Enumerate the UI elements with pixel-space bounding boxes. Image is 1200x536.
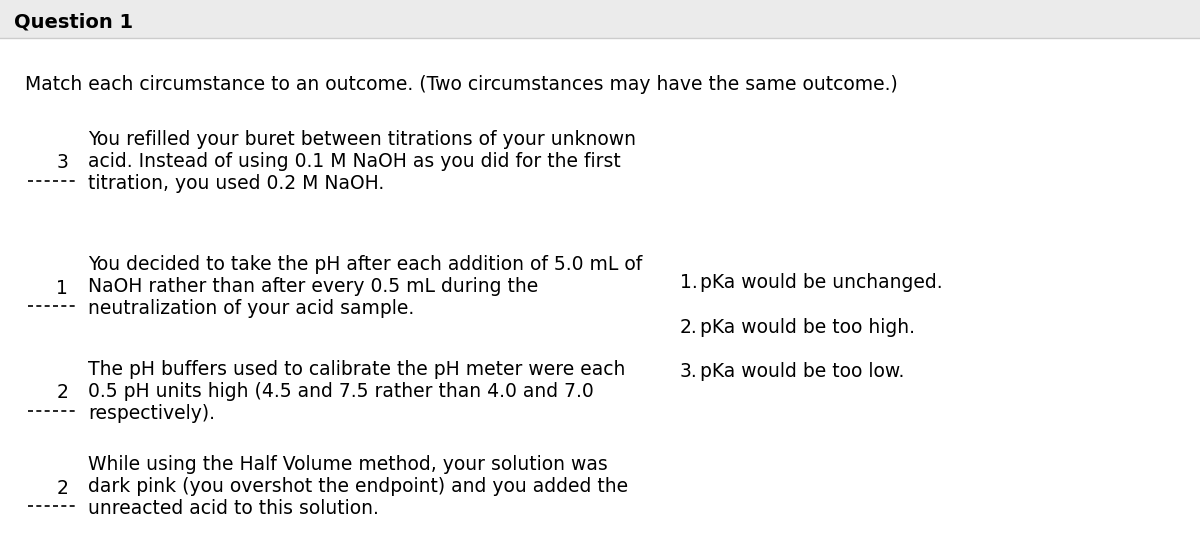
Text: 3.: 3. — [680, 362, 697, 381]
Text: Match each circumstance to an outcome. (Two circumstances may have the same outc: Match each circumstance to an outcome. (… — [25, 75, 898, 94]
Text: 2.: 2. — [680, 318, 697, 337]
Text: You decided to take the pH after each addition of 5.0 mL of: You decided to take the pH after each ad… — [88, 255, 642, 274]
Bar — [0, 0, 1200, 38]
Text: NaOH rather than after every 0.5 mL during the: NaOH rather than after every 0.5 mL duri… — [88, 277, 539, 296]
Text: acid. Instead of using 0.1 M NaOH as you did for the first: acid. Instead of using 0.1 M NaOH as you… — [88, 152, 620, 171]
Text: Question 1: Question 1 — [14, 12, 133, 32]
Text: You refilled your buret between titrations of your unknown: You refilled your buret between titratio… — [88, 130, 636, 149]
Text: pKa would be unchanged.: pKa would be unchanged. — [700, 273, 943, 292]
Text: pKa would be too low.: pKa would be too low. — [700, 362, 905, 381]
Text: 2: 2 — [56, 479, 68, 497]
Text: respectively).: respectively). — [88, 404, 215, 423]
Text: 1: 1 — [56, 279, 68, 297]
Text: pKa would be too high.: pKa would be too high. — [700, 318, 916, 337]
Text: 0.5 pH units high (4.5 and 7.5 rather than 4.0 and 7.0: 0.5 pH units high (4.5 and 7.5 rather th… — [88, 382, 594, 401]
Text: 1.: 1. — [680, 273, 697, 292]
Text: titration, you used 0.2 M NaOH.: titration, you used 0.2 M NaOH. — [88, 174, 384, 193]
Text: 2: 2 — [56, 383, 68, 403]
Text: unreacted acid to this solution.: unreacted acid to this solution. — [88, 499, 379, 518]
Text: While using the Half Volume method, your solution was: While using the Half Volume method, your… — [88, 455, 607, 474]
Text: neutralization of your acid sample.: neutralization of your acid sample. — [88, 299, 414, 318]
Text: dark pink (you overshot the endpoint) and you added the: dark pink (you overshot the endpoint) an… — [88, 477, 628, 496]
Text: The pH buffers used to calibrate the pH meter were each: The pH buffers used to calibrate the pH … — [88, 360, 625, 379]
Text: 3: 3 — [56, 153, 68, 173]
